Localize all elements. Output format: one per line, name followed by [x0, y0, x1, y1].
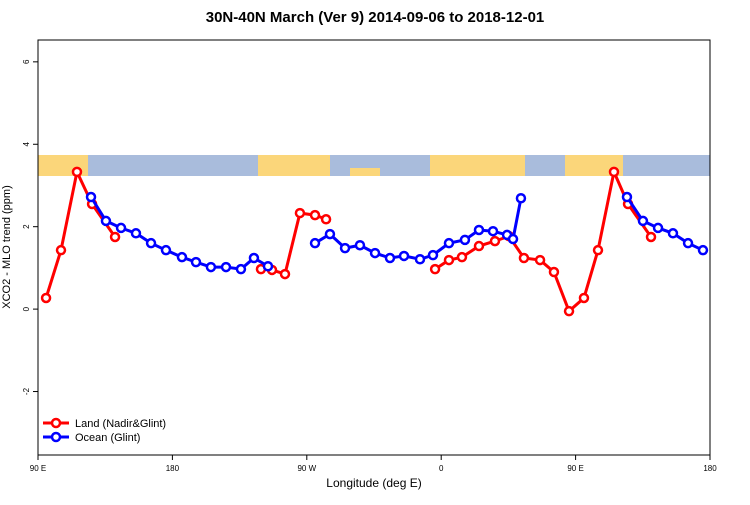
- data-point: [71, 166, 83, 178]
- data-point: [459, 234, 471, 246]
- y-tick-label: 6: [22, 59, 31, 64]
- data-point: [427, 249, 439, 261]
- data-point: [637, 215, 649, 227]
- data-point: [220, 261, 232, 273]
- series-line: [44, 166, 653, 314]
- data-point: [578, 292, 590, 304]
- chart-title: 30N-40N March (Ver 9) 2014-09-06 to 2018…: [206, 9, 545, 26]
- data-point: [429, 263, 441, 275]
- data-point: [473, 224, 485, 236]
- y-tick-label: -2: [22, 387, 31, 395]
- data-point: [384, 252, 396, 264]
- data-point: [518, 252, 530, 264]
- y-axis-label: XCO2 - MLO trend (ppm): [1, 185, 13, 308]
- data-point: [109, 231, 121, 243]
- legend-marker: [50, 431, 62, 443]
- data-point: [190, 256, 202, 268]
- data-point: [667, 228, 679, 239]
- data-point: [608, 166, 620, 178]
- data-point: [443, 237, 455, 249]
- data-point: [443, 254, 455, 266]
- x-tick-label: 180: [703, 464, 717, 473]
- map-land: [430, 155, 525, 176]
- data-point: [652, 222, 664, 234]
- data-point: [682, 237, 694, 249]
- data-point: [369, 247, 381, 259]
- x-tick-label: 0: [439, 464, 444, 473]
- y-tick-label: 4: [22, 141, 31, 146]
- data-point: [160, 244, 172, 256]
- data-point: [115, 222, 127, 234]
- legend-label: Land (Nadir&Glint): [75, 418, 166, 430]
- data-point: [248, 252, 260, 264]
- data-point: [279, 268, 291, 280]
- data-point: [145, 237, 157, 249]
- data-point: [563, 305, 575, 317]
- data-point: [40, 292, 52, 304]
- map-land: [565, 155, 623, 176]
- data-point: [507, 233, 519, 245]
- data-point: [414, 253, 426, 265]
- data-point: [130, 228, 142, 239]
- data-point: [55, 244, 67, 256]
- data-point: [176, 251, 188, 263]
- land-map: [38, 155, 710, 176]
- data-point: [354, 239, 366, 251]
- data-point: [324, 228, 336, 240]
- x-tick-label: 90 E: [567, 464, 583, 473]
- data-point: [621, 191, 633, 203]
- x-axis-label: Longitude (deg E): [326, 476, 421, 490]
- data-point: [205, 261, 217, 273]
- data-point: [262, 261, 274, 272]
- y-tick-label: 0: [22, 306, 31, 311]
- data-point: [534, 254, 546, 266]
- x-tick-label: 90 E: [30, 464, 46, 473]
- data-point: [548, 266, 560, 278]
- legend-label: Ocean (Glint): [75, 432, 140, 444]
- y-tick-label: 2: [22, 224, 31, 229]
- map-land: [350, 168, 380, 176]
- data-point: [309, 237, 321, 249]
- data-point: [473, 240, 485, 252]
- map-ocean: [38, 155, 710, 176]
- data-point: [645, 231, 657, 243]
- data-point: [515, 193, 527, 204]
- data-point: [339, 242, 351, 254]
- data-point: [235, 263, 247, 275]
- x-tick-label: 180: [166, 464, 180, 473]
- data-point: [320, 214, 332, 225]
- data-point: [456, 251, 468, 263]
- data-point: [489, 235, 501, 247]
- data-point: [398, 250, 410, 262]
- data-point: [697, 244, 709, 256]
- data-point: [100, 215, 112, 227]
- data-point: [309, 209, 321, 221]
- data-point: [85, 191, 97, 203]
- data-point: [294, 207, 306, 219]
- plot-box: [37, 39, 711, 456]
- data-point: [592, 244, 604, 256]
- data-point: [487, 225, 499, 237]
- map-land: [258, 155, 330, 176]
- legend-marker: [50, 417, 62, 429]
- x-tick-label: 90 W: [297, 464, 316, 473]
